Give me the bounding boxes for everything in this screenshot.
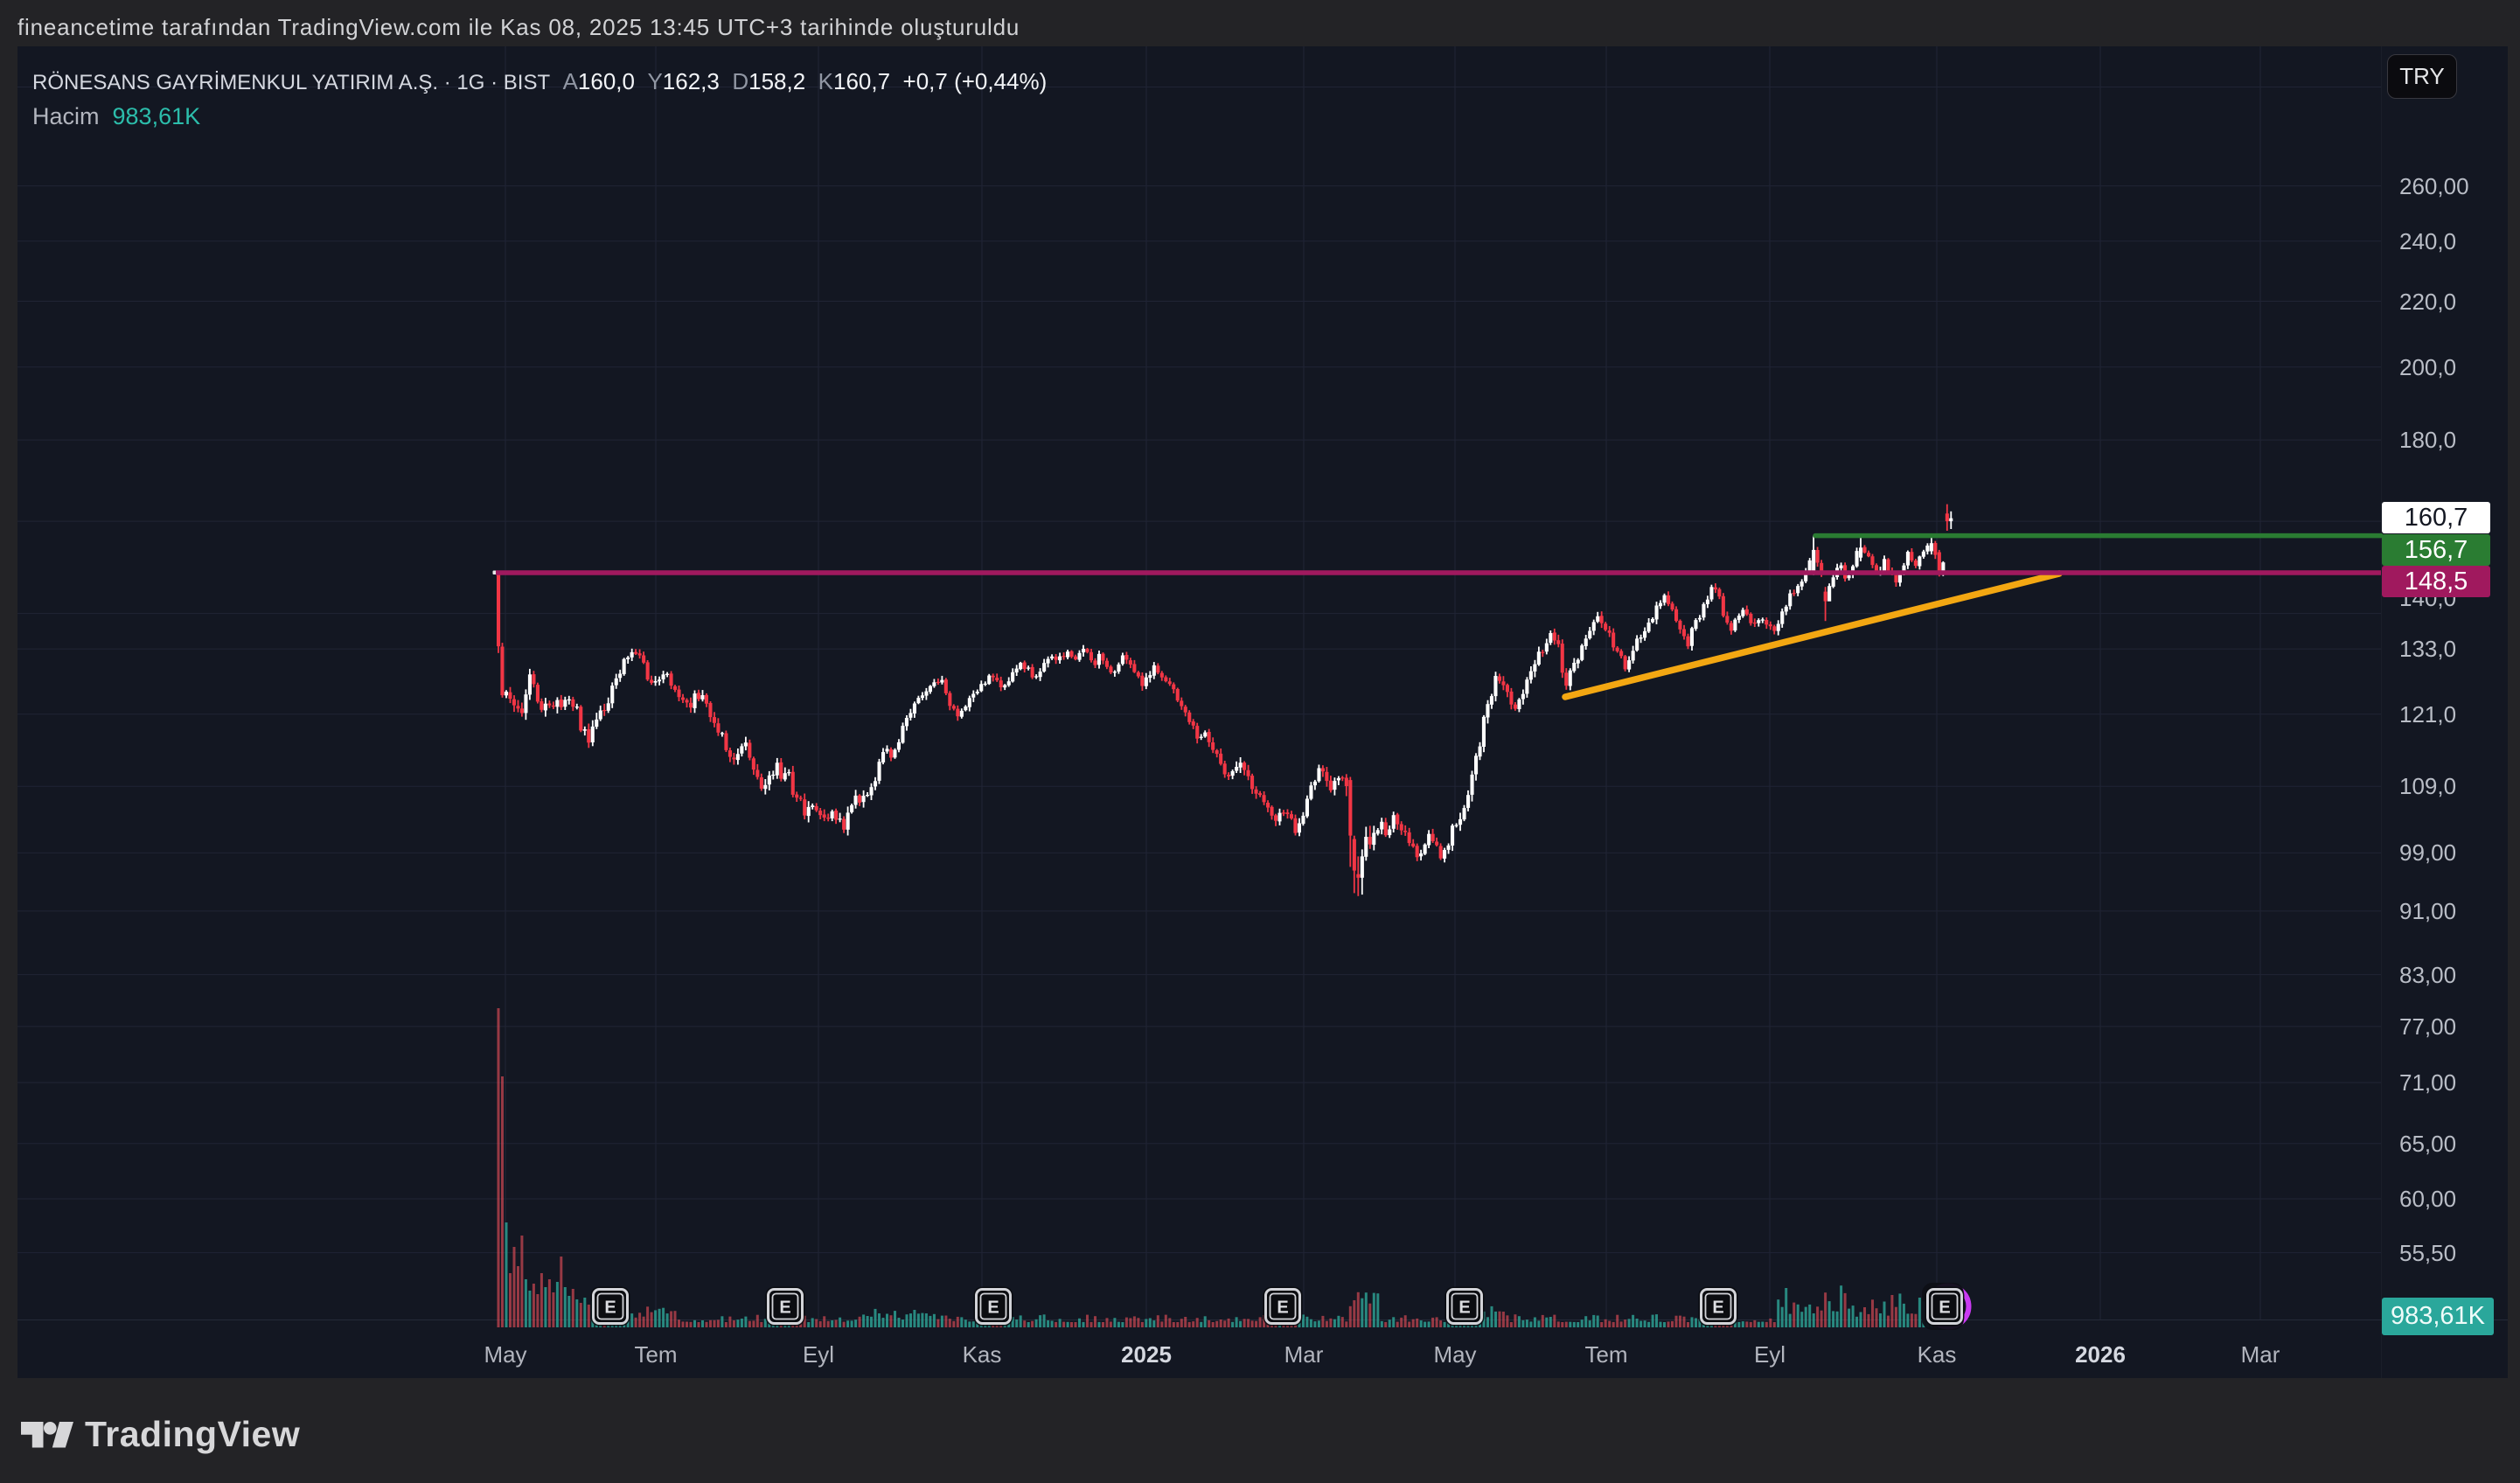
svg-text:E: E: [987, 1298, 999, 1318]
svg-text:E: E: [1458, 1298, 1470, 1318]
svg-text:E: E: [1939, 1298, 1950, 1318]
svg-text:E: E: [604, 1298, 616, 1318]
svg-text:E: E: [779, 1298, 790, 1318]
svg-text:E: E: [1712, 1298, 1723, 1318]
svg-text:E: E: [1277, 1298, 1288, 1318]
